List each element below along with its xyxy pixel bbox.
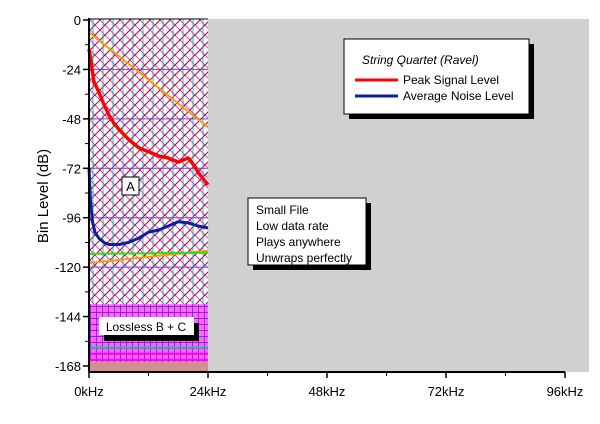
x-tick-label: 96kHz [547, 384, 584, 399]
annotation-a: A [121, 176, 140, 196]
region-bottom-band [89, 361, 208, 372]
annotation-lossless: Lossless B + C [99, 317, 199, 341]
note-line: Low data rate [256, 219, 329, 233]
note-line: Unwraps perfectly [256, 251, 352, 265]
series-orange-upper [88, 31, 209, 128]
y-tick-label: -168 [55, 359, 81, 374]
series-peak-signal-level [87, 48, 210, 186]
y-tick-label: -24 [62, 62, 81, 77]
y-tick-label: -120 [55, 260, 81, 275]
x-tick-label: 72kHz [428, 384, 465, 399]
y-tick-label: -96 [62, 211, 81, 226]
y-tick-label: 0 [74, 13, 81, 28]
legend-title: String Quartet (Ravel) [362, 53, 479, 67]
annotation-lossless-label: Lossless B + C [106, 320, 187, 334]
x-tick-label: 48kHz [309, 384, 346, 399]
legend-entry-noise: Average Noise Level [403, 89, 514, 103]
note-line: Plays anywhere [256, 235, 341, 249]
x-tick-label: 0kHz [74, 384, 104, 399]
y-tick-label: -48 [62, 112, 81, 127]
y-axis-label: Bin Level (dB) [35, 149, 52, 243]
x-tick-label: 24kHz [190, 384, 227, 399]
legend-entry-peak: Peak Signal Level [403, 73, 499, 87]
series-green [88, 251, 209, 255]
legend: String Quartet (Ravel) Peak Signal Level… [343, 38, 534, 119]
y-tick-label: -144 [55, 310, 81, 325]
annotation-a-label: A [126, 179, 135, 194]
notes-box: Small File Low data rate Plays anywhere … [247, 197, 371, 270]
note-line: Small File [256, 203, 309, 217]
series-average-noise-level [87, 168, 209, 246]
y-tick-label: -72 [62, 161, 81, 176]
